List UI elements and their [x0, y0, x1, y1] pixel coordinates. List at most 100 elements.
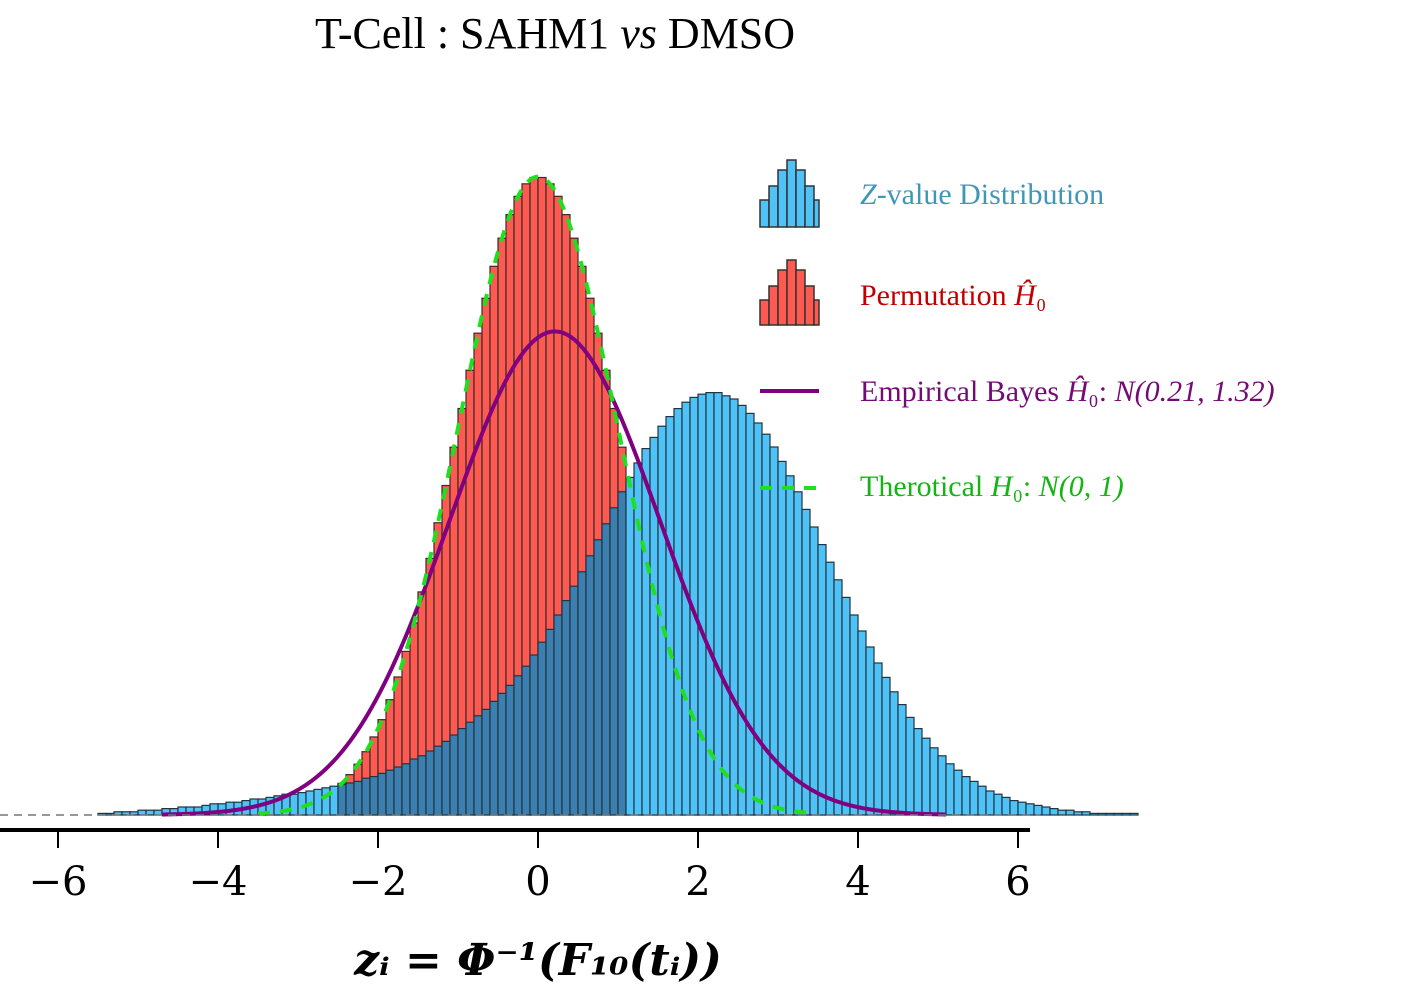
zvalue-bar: [513, 675, 523, 816]
zvalue-bar: [561, 599, 571, 816]
zvalue-bar: [625, 476, 635, 816]
zvalue-bar: [945, 763, 955, 816]
zvalue-bar: [329, 785, 339, 816]
theoretical-curve: [257, 174, 817, 816]
zvalue-bar: [617, 491, 627, 816]
zvalue-bar: [553, 614, 563, 816]
zvalue-bar: [1105, 812, 1115, 816]
zvalue-bar: [753, 422, 763, 816]
zvalue-bar: [985, 790, 995, 816]
zvalue-bar: [713, 392, 723, 816]
zvalue-bar: [449, 734, 459, 816]
zvalue-bar: [385, 769, 395, 816]
zvalue-bar: [593, 539, 603, 816]
zvalue-bar: [1009, 799, 1019, 816]
zvalue-bar: [505, 684, 515, 816]
zvalue-bar: [393, 766, 403, 816]
zvalue-bar: [977, 785, 987, 816]
zvalue-bar: [441, 740, 451, 816]
zvalue-bar: [361, 777, 371, 816]
zvalue-bar: [1081, 811, 1091, 816]
legend-label-empirical: Empirical Bayes Ĥ₀: N(0.21, 1.32): [860, 375, 1275, 408]
zvalue-bar: [833, 579, 843, 816]
legend-label-zvalue: Z-value Distribution: [860, 178, 1104, 211]
zvalue-bar: [409, 758, 419, 816]
legend-label-permutation: Permutation Ĥ₀: [860, 279, 1046, 312]
x-tick-label: −4: [189, 859, 248, 905]
zvalue-bar: [1113, 812, 1123, 816]
zvalue-bar: [817, 543, 827, 816]
zvalue-bar: [345, 782, 355, 816]
legend-icon-permutation: [759, 259, 820, 326]
zvalue-bar: [641, 448, 651, 816]
zvalue-bar: [537, 641, 547, 816]
zvalue-bar: [681, 401, 691, 816]
x-axis-ticks: −6 −4 −2 0 2 4 6: [29, 830, 1031, 905]
zvalue-bar: [1089, 812, 1099, 816]
zvalue-bar: [1073, 811, 1083, 816]
zvalue-bar: [417, 755, 427, 816]
zvalue-bar: [881, 676, 891, 816]
zvalue-bar: [745, 412, 755, 816]
zvalue-bar: [1097, 812, 1107, 816]
zvalue-bar: [921, 737, 931, 816]
zvalue-bar: [913, 727, 923, 816]
zvalue-bar: [353, 780, 363, 816]
title-part-vs: vs: [620, 9, 657, 58]
zvalue-bar: [313, 788, 323, 816]
zvalue-bar: [889, 691, 899, 816]
zvalue-bar: [337, 783, 347, 816]
zvalue-bar: [369, 775, 379, 816]
zvalue-bar: [521, 665, 531, 816]
zvalue-bar: [809, 526, 819, 816]
zvalue-bar: [761, 433, 771, 816]
zvalue-bar: [609, 507, 619, 816]
empirical-bayes-curve: [161, 329, 947, 817]
zvalue-bar: [569, 585, 579, 816]
zvalue-bar: [1057, 809, 1067, 816]
zvalue-bar: [993, 793, 1003, 816]
zvalue-bar: [585, 555, 595, 816]
zvalue-bar: [601, 523, 611, 816]
zvalue-bar: [953, 769, 963, 816]
zvalue-bar: [481, 708, 491, 816]
zvalue-bar: [961, 775, 971, 816]
zvalue-bar: [841, 596, 851, 816]
zvalue-bar: [937, 755, 947, 816]
zvalue-bar: [1049, 807, 1059, 816]
zvalue-bar: [897, 703, 907, 816]
zvalue-bar: [577, 571, 587, 816]
zvalue-bar: [633, 462, 643, 816]
density-curves: [161, 174, 947, 817]
zvalue-bar: [1121, 812, 1131, 816]
chart-title: T-Cell : SAHM1 vs DMSO: [315, 9, 795, 58]
zvalue-bar: [377, 772, 387, 816]
zvalue-bar: [929, 747, 939, 816]
zvalue-bar: [465, 721, 475, 816]
zvalue-bar: [289, 793, 299, 816]
zvalue-bar: [857, 630, 867, 816]
zvalue-bar: [969, 780, 979, 816]
zvalue-bar: [529, 654, 539, 816]
zvalue-bar: [1033, 804, 1043, 816]
zvalue-bar: [1065, 809, 1075, 816]
zvalue-bar: [825, 561, 835, 816]
zvalue-bar: [801, 508, 811, 816]
zvalue-bar: [497, 692, 507, 816]
zvalue-bar: [785, 475, 795, 816]
zvalue-bar: [1001, 796, 1011, 816]
zvalue-bar: [1017, 801, 1027, 816]
zvalue-bar: [489, 700, 499, 816]
x-tick-label: −6: [29, 859, 88, 905]
title-part-2: DMSO: [657, 9, 795, 58]
zvalue-bar: [697, 393, 707, 816]
legend-icon-zvalue: [759, 159, 820, 228]
zvalue-bar: [737, 404, 747, 816]
legend-label-theoretical: Therotical H₀: N(0, 1): [860, 470, 1124, 503]
zvalue-bar: [673, 408, 683, 816]
x-tick-label: 0: [525, 859, 550, 905]
title-part-1: T-Cell : SAHM1: [315, 9, 620, 58]
zvalue-bar: [1025, 803, 1035, 816]
zvalue-bar: [905, 716, 915, 816]
